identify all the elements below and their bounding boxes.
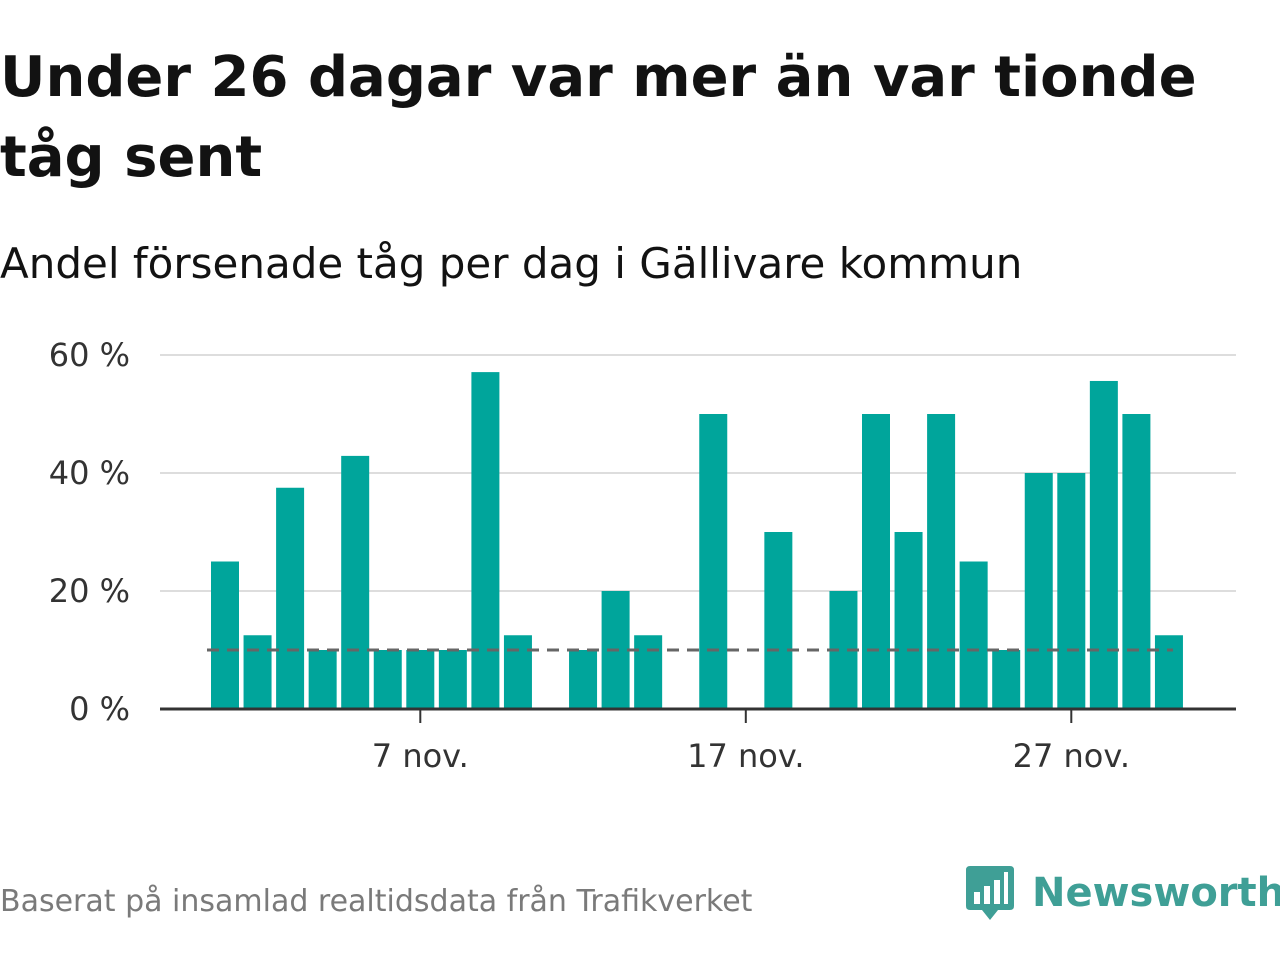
y-tick-label: 20 % bbox=[49, 572, 130, 610]
bar bbox=[634, 635, 663, 709]
y-tick-label: 0 % bbox=[69, 690, 130, 728]
bar bbox=[438, 650, 467, 709]
x-tick-label: 17 nov. bbox=[687, 737, 804, 775]
bar-chart: 0 % 20 % 40 % 60 % 7 nov. 17 nov. 27 nov. bbox=[49, 336, 1236, 775]
bar bbox=[1057, 473, 1086, 709]
bar bbox=[406, 650, 435, 709]
gridlines bbox=[160, 354, 1236, 592]
bars bbox=[211, 372, 1183, 709]
bar bbox=[927, 414, 956, 709]
bar bbox=[308, 650, 337, 709]
bar bbox=[1122, 414, 1151, 709]
y-tick-label: 60 % bbox=[49, 336, 130, 374]
bar bbox=[373, 650, 402, 709]
bar bbox=[569, 650, 598, 709]
bar bbox=[764, 532, 793, 709]
bar bbox=[276, 487, 305, 709]
chart-title: Under 26 dagar var mer än var tionde tåg… bbox=[0, 45, 1197, 190]
source-note: Baserat på insamlad realtidsdata från Tr… bbox=[0, 884, 753, 919]
y-tick-label: 40 % bbox=[49, 454, 130, 492]
bar bbox=[1154, 635, 1183, 709]
bar bbox=[959, 561, 988, 709]
bar bbox=[503, 635, 532, 709]
bar bbox=[243, 635, 272, 709]
bar bbox=[1089, 380, 1118, 709]
x-tick-label: 7 nov. bbox=[372, 737, 469, 775]
bar bbox=[862, 414, 890, 709]
x-tick-label: 27 nov. bbox=[1013, 737, 1130, 775]
bar bbox=[341, 455, 370, 709]
axes: 0 % 20 % 40 % 60 % 7 nov. 17 nov. 27 nov. bbox=[49, 336, 1236, 775]
bar bbox=[894, 532, 923, 709]
bar bbox=[471, 372, 500, 709]
logo-text: Newsworthy bbox=[1032, 870, 1280, 916]
bar bbox=[1024, 473, 1053, 709]
newsworthy-bar-chart-icon bbox=[966, 866, 1014, 920]
bar bbox=[211, 561, 239, 709]
bar bbox=[699, 414, 728, 709]
chart-subtitle: Andel försenade tåg per dag i Gällivare … bbox=[0, 239, 1023, 288]
newsworthy-logo: Newsworthy bbox=[964, 862, 1280, 924]
bar bbox=[992, 650, 1021, 709]
